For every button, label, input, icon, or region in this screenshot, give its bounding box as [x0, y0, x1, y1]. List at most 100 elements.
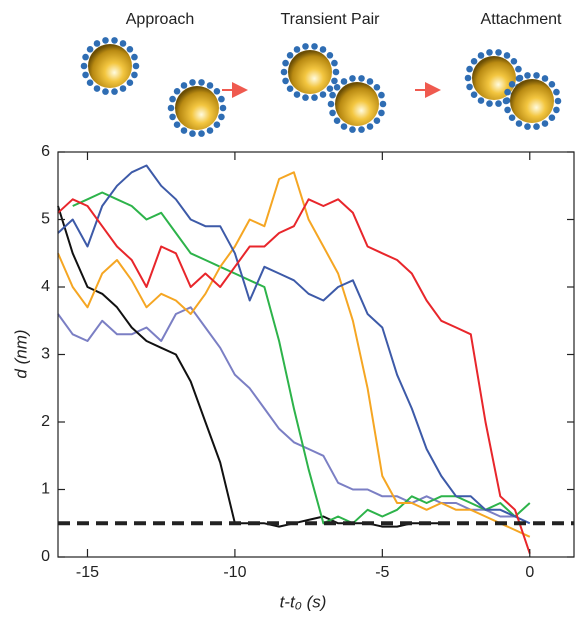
gold-core: [335, 82, 379, 126]
ligand: [111, 37, 118, 44]
particle: [281, 43, 340, 101]
ligand: [120, 40, 127, 47]
x-tick-label: -10: [223, 564, 246, 581]
x-tick-label: -15: [76, 564, 99, 581]
ligand: [169, 114, 176, 121]
ligand: [214, 121, 221, 128]
ligand: [327, 85, 334, 92]
y-tick-label: 2: [41, 413, 50, 430]
gold-core: [175, 86, 219, 130]
ligand: [94, 40, 101, 47]
ligand: [174, 88, 181, 95]
ligand: [287, 85, 294, 92]
ligand: [94, 85, 101, 92]
ligand: [349, 126, 356, 133]
ligand: [333, 69, 340, 76]
ligand: [311, 94, 318, 101]
ligand: [102, 37, 109, 44]
x-tick-label: -5: [375, 564, 389, 581]
ligand: [281, 69, 288, 76]
y-tick-label: 4: [41, 278, 50, 295]
ligand: [174, 121, 181, 128]
ligand: [549, 114, 556, 121]
particle: [168, 79, 227, 137]
gold-core: [88, 44, 132, 88]
ligand: [334, 84, 341, 91]
ligand: [465, 75, 472, 82]
ligand: [478, 97, 485, 104]
ligand: [466, 84, 473, 91]
schematic-label: Approach: [126, 11, 195, 28]
ligand: [131, 72, 138, 79]
ligand: [207, 82, 214, 89]
particle: [328, 75, 387, 133]
ligand: [220, 105, 227, 112]
ligand: [358, 126, 365, 133]
ligand: [311, 43, 318, 50]
schematic-label: Attachment: [481, 11, 562, 28]
ligand: [495, 100, 502, 107]
ligand: [378, 110, 385, 117]
ligand: [374, 117, 381, 124]
ligand: [331, 60, 338, 67]
ligand: [282, 78, 289, 85]
ligand: [87, 79, 94, 86]
ligand: [131, 54, 138, 61]
data-line: [73, 193, 530, 524]
y-tick-label: 6: [41, 143, 50, 160]
ligand: [133, 63, 140, 70]
ligand: [302, 94, 309, 101]
ligand: [471, 91, 478, 98]
ligand: [504, 52, 511, 59]
ligand: [542, 120, 549, 127]
schematic: [81, 37, 562, 137]
ligand: [349, 75, 356, 82]
ligand: [82, 72, 89, 79]
ligand: [169, 96, 176, 103]
ligand: [380, 101, 387, 108]
ligand: [555, 98, 562, 105]
ligand: [486, 100, 493, 107]
ligand: [367, 123, 374, 130]
gold-core: [288, 50, 332, 94]
ligand: [516, 75, 523, 82]
gold-core: [510, 79, 554, 123]
ligand: [553, 89, 560, 96]
ligand: [120, 85, 127, 92]
ligand: [82, 54, 89, 61]
ligand: [374, 84, 381, 91]
ligand: [81, 63, 88, 70]
ligand: [329, 92, 336, 99]
ligand: [533, 123, 540, 130]
ligand: [189, 79, 196, 86]
ligand: [218, 96, 225, 103]
ligand: [218, 114, 225, 121]
data-line: [58, 166, 530, 524]
schematic-label: Transient Pair: [281, 11, 381, 28]
ligand: [168, 105, 175, 112]
ligand: [294, 46, 301, 53]
ligand: [504, 107, 511, 114]
ligand: [102, 88, 109, 95]
ligand: [533, 72, 540, 79]
y-tick-label: 1: [41, 481, 50, 498]
ligand: [282, 60, 289, 67]
y-axis-label: d (nm): [11, 329, 30, 378]
ligand: [328, 101, 335, 108]
ligand: [524, 123, 531, 130]
ligand: [504, 89, 511, 96]
ligand: [367, 78, 374, 85]
ligand: [495, 49, 502, 56]
ligand: [486, 49, 493, 56]
ligand: [214, 88, 221, 95]
ligand: [331, 78, 338, 85]
ligand: [87, 46, 94, 53]
x-tick-label: 0: [525, 564, 534, 581]
ligand: [509, 114, 516, 121]
ligand: [189, 130, 196, 137]
ligand: [127, 79, 134, 86]
x-axis-label: t-t₀ (s): [280, 592, 327, 611]
ligand: [327, 52, 334, 59]
page: {"chart_data": { "type": "line", "schema…: [0, 0, 579, 615]
ligand: [524, 72, 531, 79]
